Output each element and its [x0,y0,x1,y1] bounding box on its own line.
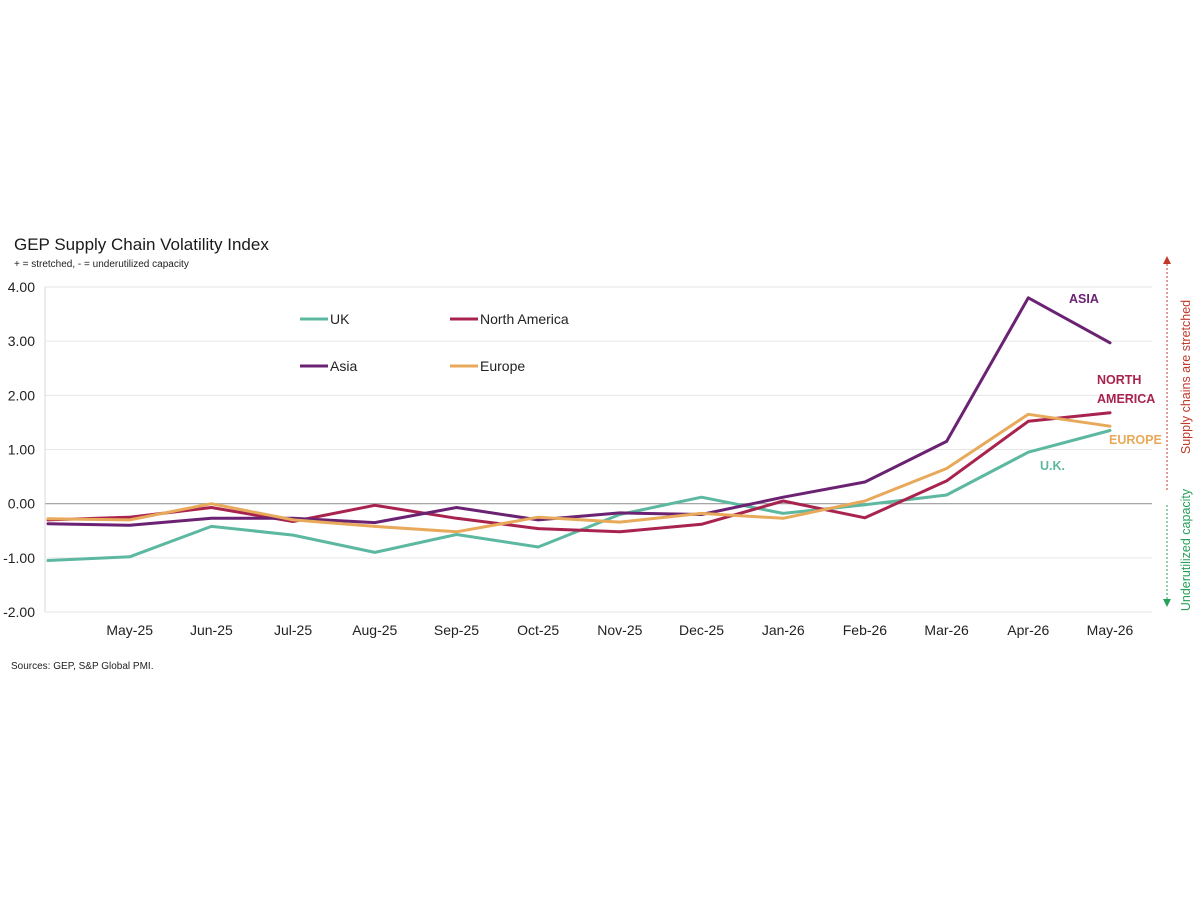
x-tick-label: Jul-25 [274,622,312,638]
data-point [700,523,703,526]
gridlines [45,286,1152,613]
data-point [1108,341,1112,344]
x-tick-label: Nov-25 [597,622,642,638]
end-label: ASIA [1069,292,1099,306]
x-tick-label: Jun-25 [190,622,233,638]
data-point [945,493,948,497]
data-point [128,516,131,519]
y-tick-label: 2.00 [8,387,35,403]
legend-label: Asia [330,358,357,374]
data-point [373,504,376,507]
x-tick-label: May-25 [106,622,153,638]
legend: UK North America Asia Europe [300,311,569,374]
legend-label: UK [330,311,350,327]
data-point [945,479,948,483]
data-point [782,499,785,503]
data-point [1108,411,1112,414]
end-label: AMERICA [1097,392,1155,406]
data-point [455,533,458,536]
data-point [373,521,376,524]
data-point [46,517,50,521]
end-label: NORTH [1097,373,1141,387]
x-tick-label: Aug-25 [352,622,397,638]
legend-label: Europe [480,358,525,374]
stretched-label: Supply chains are stretched [1179,300,1193,454]
end-label: EUROPE [1109,433,1162,447]
data-point [618,530,622,534]
data-point [863,503,867,506]
x-tick-label: Dec-25 [679,622,724,638]
underutilized-label: Underutilized capacity [1179,488,1193,611]
series-line-north-america [46,411,1112,534]
data-point [618,511,622,515]
down-arrow-icon [1163,599,1171,607]
data-point [210,517,213,520]
end-label: U.K. [1040,459,1065,473]
legend-label: North America [480,311,569,327]
data-point [1108,429,1112,432]
data-point [46,559,50,562]
data-point [455,517,458,520]
x-tick-label: Sep-25 [434,622,479,638]
y-tick-label: 4.00 [8,279,35,295]
side-annotations: Supply chains are stretched Underutilized… [1163,256,1193,611]
data-point [782,495,785,499]
series-lines [46,296,1112,562]
data-point [291,518,295,522]
x-tick-label: Jan-26 [762,622,805,638]
up-arrow-icon [1163,256,1171,264]
chart-subtitle: + = stretched, - = underutilized capacit… [14,259,189,270]
data-point [863,480,867,484]
data-point [782,512,785,515]
chart-title: GEP Supply Chain Volatility Index [14,235,269,254]
x-tick-label: Oct-25 [517,622,559,638]
data-point [210,506,213,509]
data-point [455,530,458,534]
data-point [700,512,703,515]
y-tick-label: 1.00 [8,442,35,458]
data-point [863,516,867,519]
data-point [210,525,213,528]
x-tick-label: Mar-26 [924,622,969,638]
series-line-asia [46,296,1112,527]
data-point [373,551,376,554]
data-point [945,467,948,470]
data-point [1027,451,1030,454]
y-tick-label: 3.00 [8,333,35,349]
data-point [863,499,867,503]
data-point [618,520,622,524]
data-point [1027,296,1030,300]
y-tick-label: 0.00 [8,496,35,512]
data-point [291,533,295,537]
data-point [210,502,213,505]
data-point [1027,413,1030,416]
data-point [128,524,131,527]
data-point [46,522,50,525]
data-point [455,506,458,509]
data-point [782,517,785,520]
data-point [536,527,540,530]
x-tick-label: Feb-26 [843,622,888,638]
data-point [700,495,703,499]
x-tick-label: Apr-26 [1007,622,1049,638]
data-point [536,518,540,522]
data-point [128,518,131,522]
data-point [536,516,540,519]
x-axis: May-25 Jun-25 Jul-25 Aug-25 Sep-25 Oct-25 Nov-… [106,622,1133,638]
data-point [536,545,540,549]
end-labels: ASIA NORTH AMERICA EUROPE U.K. [1040,292,1162,473]
data-point [128,555,131,558]
x-tick-label: May-26 [1087,622,1134,638]
source-note: Sources: GEP, S&P Global PMI. [11,661,153,672]
y-axis: 4.00 3.00 2.00 1.00 0.00 -1.00 -2.00 [3,279,46,620]
y-tick-label: -1.00 [3,550,35,566]
data-point [1027,420,1030,423]
data-point [1108,425,1112,428]
data-point [945,440,948,443]
y-tick-label: -2.00 [3,604,35,620]
data-point [373,525,376,528]
series-line-europe [46,412,1112,534]
